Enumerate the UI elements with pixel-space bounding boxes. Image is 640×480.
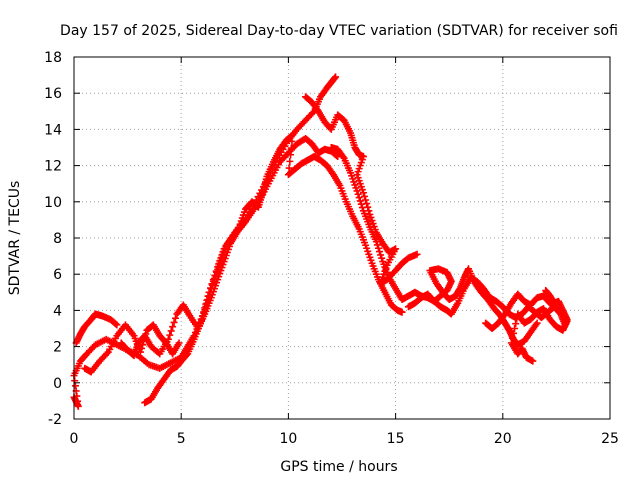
series-track-f [302,93,421,287]
data-point [183,351,191,359]
data-point [198,316,206,324]
data-point [234,225,242,233]
series-track-e [141,131,406,407]
data-point [508,334,516,342]
data-point [354,190,362,198]
data-point [533,319,541,327]
series-track-b [72,310,121,347]
y-tick-label: 14 [44,122,62,138]
series-track-c [81,321,183,376]
data-point [511,325,519,332]
data-point [332,73,340,81]
data-point [169,323,177,331]
data-point [374,244,382,252]
data-point [377,251,385,259]
y-tick-label: 18 [44,50,62,66]
data-point [361,192,369,200]
data-point [286,157,294,165]
data-point [205,292,213,300]
data-point [512,320,520,328]
data-point [200,309,208,317]
data-point [529,357,537,365]
data-point [514,310,522,318]
data-point [201,306,209,314]
data-point [164,335,172,343]
y-tick-label: 0 [53,376,62,392]
y-tick-labels: -2 0 2 4 6 8 10 12 14 16 18 [44,50,62,428]
y-tick-label: 10 [44,195,62,211]
data-point [138,344,146,352]
y-tick-label: 16 [44,86,62,102]
data-point [373,241,381,249]
data-point [287,151,295,159]
data-point [196,319,204,327]
data-point [309,109,317,117]
series-track-i [482,290,571,365]
gridlines [74,57,610,419]
data-point [362,196,370,204]
data-point [510,329,518,337]
data-point [358,204,366,212]
axis-ticks [73,56,611,420]
y-axis-label: SDTVAR / TECUs [7,181,23,296]
data-point [204,296,212,304]
x-tick-label: 5 [177,431,186,447]
data-point [376,248,384,256]
x-tick-label: 20 [494,431,512,447]
x-tick-label: 25 [601,431,619,447]
y-tick-label: 6 [53,267,62,283]
data-point [206,288,214,296]
data-points [70,73,571,410]
data-point [203,299,211,307]
data-point [199,312,207,320]
data-point [288,137,296,145]
y-tick-label: 12 [44,159,62,175]
x-tick-label: 15 [387,431,405,447]
data-point [208,281,216,289]
data-point [113,321,121,329]
data-point [202,302,210,310]
data-point [413,250,421,258]
data-point [175,339,183,347]
x-tick-label: 10 [279,431,297,447]
x-axis-label: GPS time / hours [280,459,397,475]
data-point [357,200,365,208]
data-point [532,321,540,329]
data-point [359,189,367,197]
data-point [563,315,571,323]
data-point [513,315,521,323]
data-point [372,238,380,246]
data-point [289,131,297,139]
y-tick-label: 2 [53,340,62,356]
series-track-h [404,265,541,349]
data-point [103,350,111,358]
series-track-j [542,286,571,323]
x-tick-labels: 0 5 10 15 20 25 [70,431,619,447]
data-point [378,254,386,262]
data-point [355,194,363,202]
y-tick-label: 8 [53,231,62,247]
data-point [170,318,178,326]
data-point [166,331,174,339]
chart-title: Day 157 of 2025, Sidereal Day-to-day VTE… [60,23,618,39]
data-point [353,187,361,195]
data-point [207,285,215,293]
y-tick-label: 4 [53,303,62,319]
data-point [112,320,120,328]
data-point [171,314,179,322]
series-track-a [70,73,340,410]
data-point [167,327,175,335]
data-point [398,308,406,316]
y-tick-label: -2 [48,412,62,428]
data-point [356,197,364,205]
data-point [287,144,295,152]
data-point [339,153,347,161]
x-tick-label: 0 [70,431,79,447]
